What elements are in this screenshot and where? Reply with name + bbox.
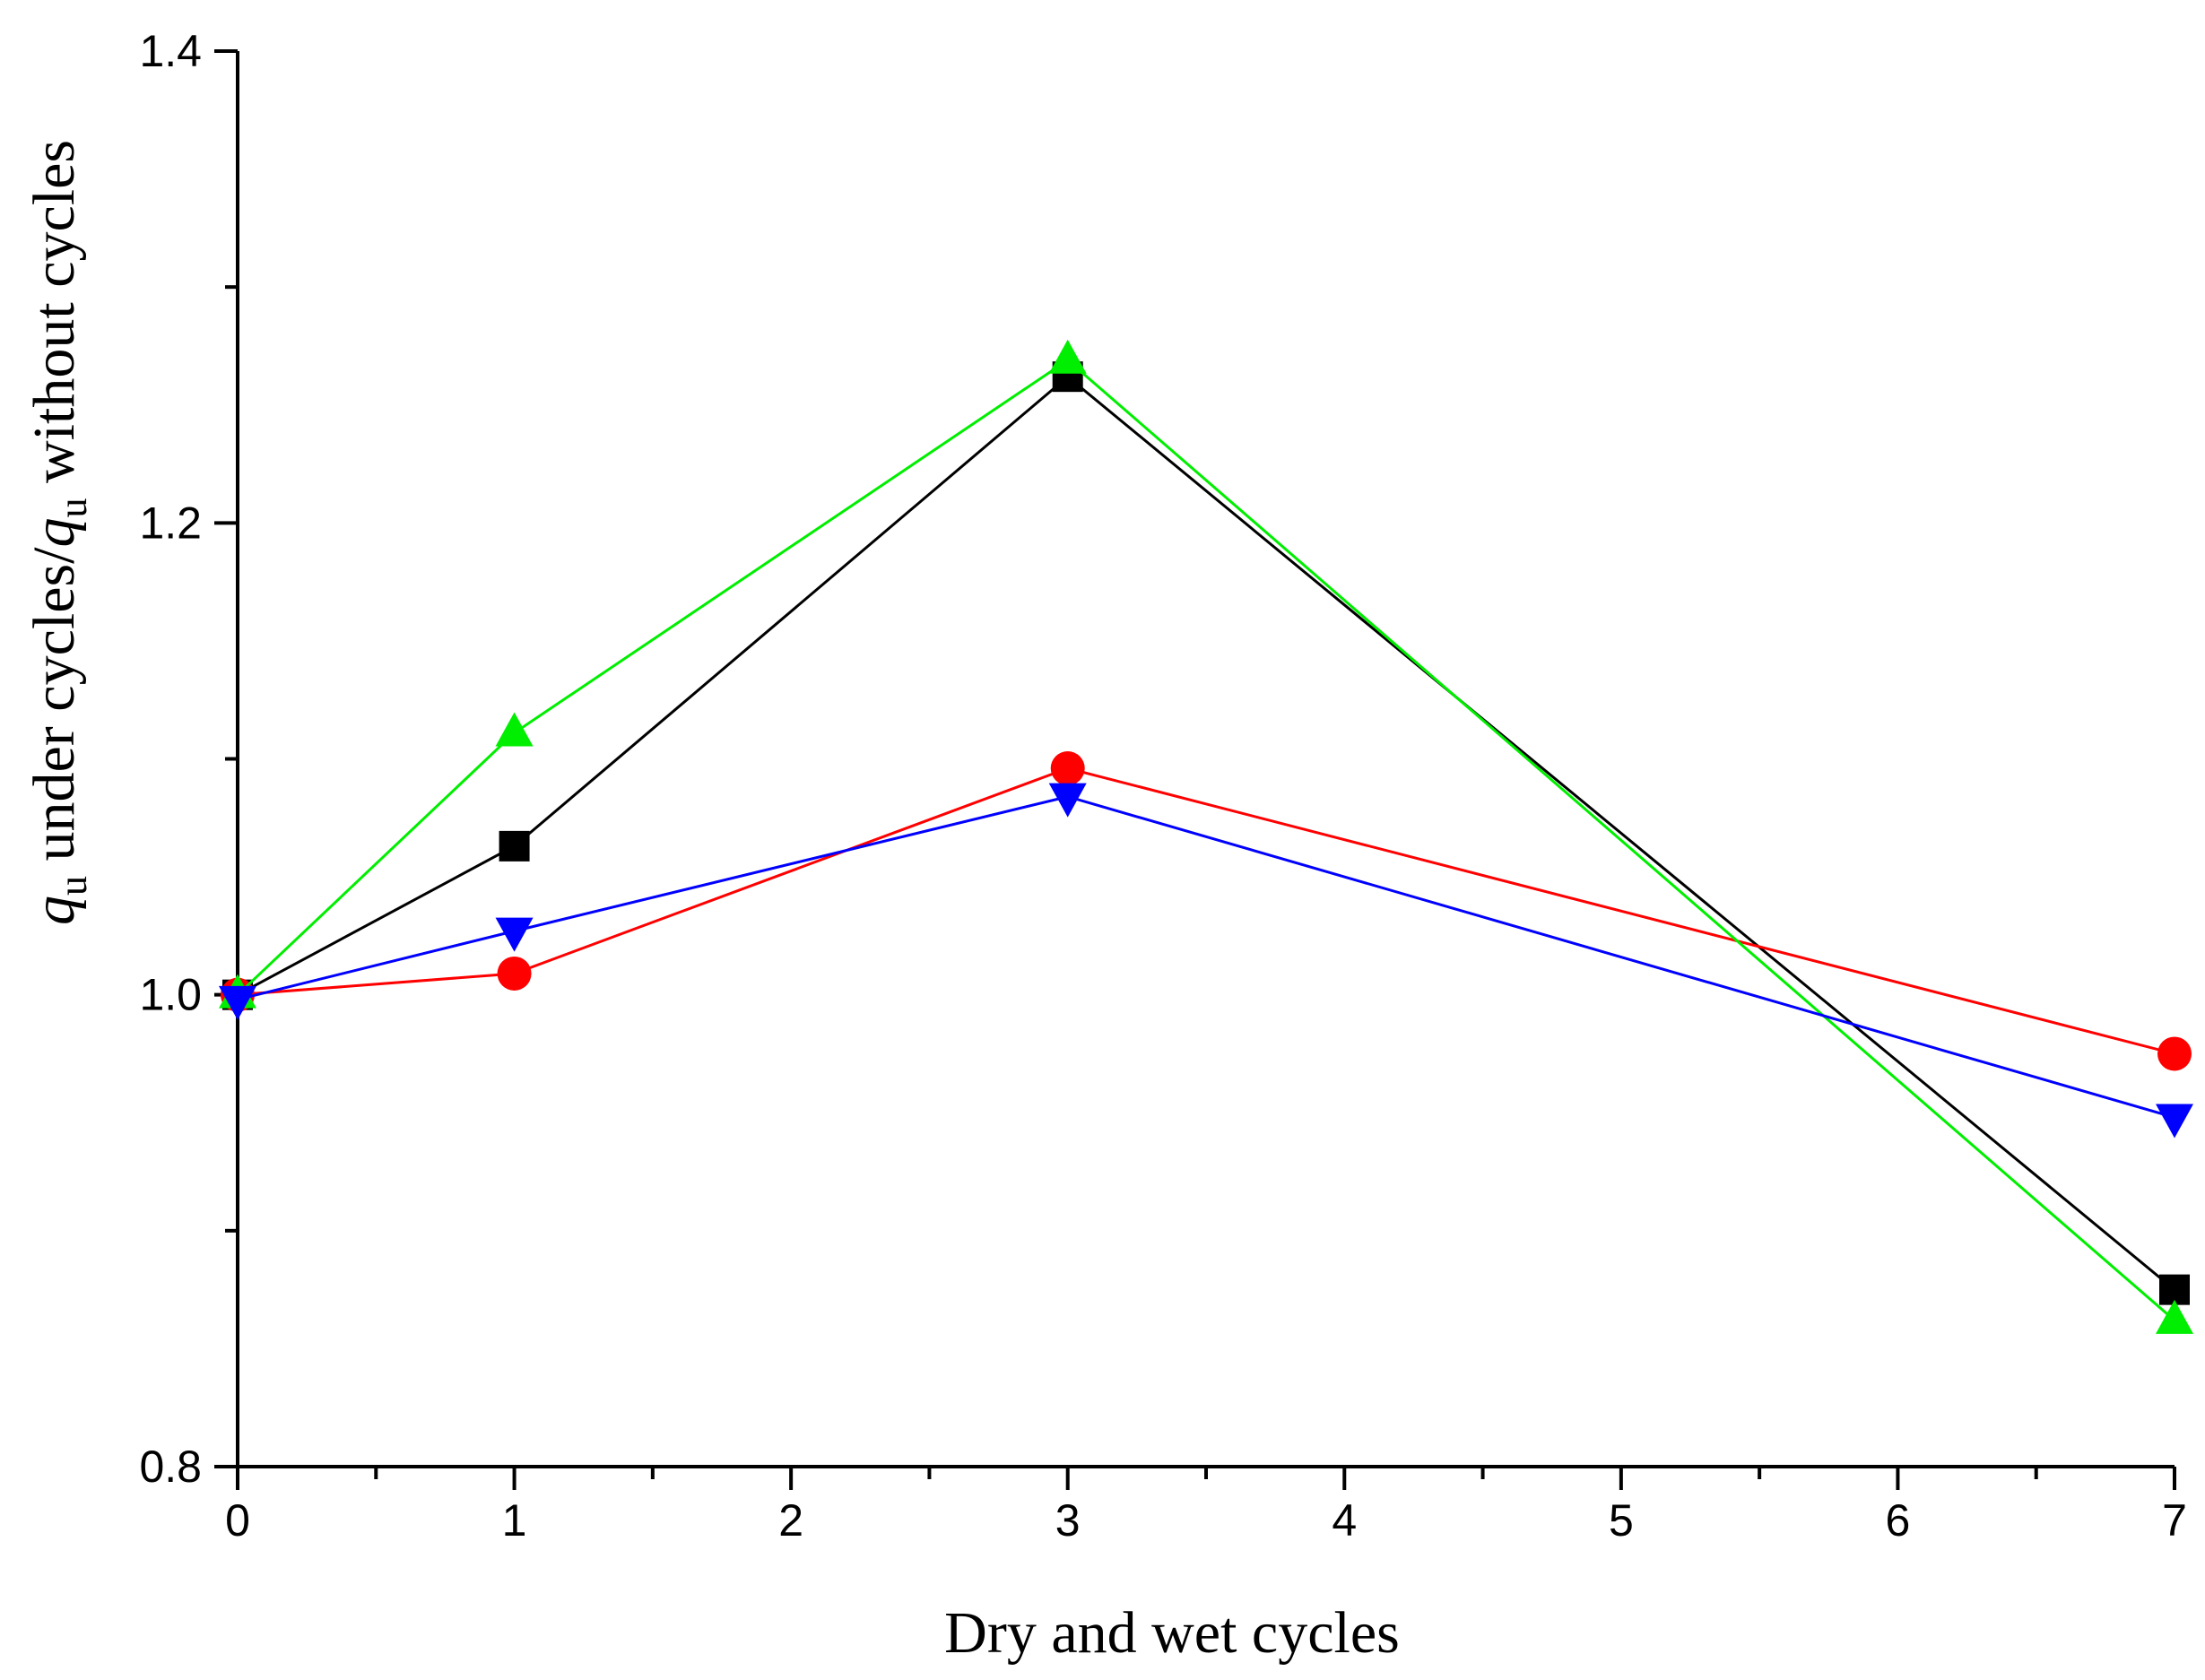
x-tick-label: 5 (1609, 1495, 1634, 1546)
series-line (236, 358, 2175, 1321)
x-tick-label: 7 (2162, 1495, 2187, 1546)
data-point (1048, 339, 1087, 374)
y-tick-label: 1.0 (139, 970, 202, 1020)
series-line (237, 795, 2175, 1119)
x-tick-label: 1 (502, 1495, 527, 1546)
data-point (1050, 751, 1085, 786)
y-axis-title-end: without cycles (22, 140, 87, 498)
x-tick-label: 0 (225, 1495, 250, 1546)
data-point (495, 917, 534, 952)
y-axis-title-mid: under cycles/ (22, 547, 87, 876)
data-point (219, 985, 256, 1020)
x-tick-label: 2 (778, 1495, 803, 1546)
series-line (237, 375, 2175, 1291)
y-axis-title-sub2: u (51, 498, 95, 517)
data-point (497, 956, 532, 991)
x-tick-label: 4 (1332, 1495, 1357, 1546)
y-axis-title-q1: q (22, 896, 87, 925)
y-tick-label: 1.2 (139, 498, 202, 548)
axes: 0 1 2 3 4 5 6 7 0.8 1.0 1.2 1.4 (139, 26, 2186, 1546)
y-tick-label: 1.4 (139, 26, 202, 76)
series-1 (221, 751, 2192, 1071)
series-3 (219, 783, 2193, 1139)
y-axis-title: qu under cycles/qu without cycles (22, 140, 95, 925)
plot-area (219, 339, 2193, 1334)
x-tick-label: 6 (1886, 1495, 1911, 1546)
x-tick-label: 3 (1055, 1495, 1081, 1546)
data-point (2156, 1299, 2193, 1334)
data-point (2156, 1104, 2193, 1139)
x-axis-title: Dry and wet cycles (944, 1600, 1400, 1666)
y-axis-title-sub1: u (51, 876, 95, 896)
data-point (2157, 1036, 2192, 1071)
data-point (499, 830, 530, 862)
y-tick-label: 0.8 (139, 1442, 202, 1492)
data-point (495, 712, 534, 747)
y-axis-title-q2: q (22, 517, 87, 547)
series-line (237, 766, 2175, 1055)
series-0 (222, 361, 2190, 1305)
data-point (1048, 783, 1087, 818)
